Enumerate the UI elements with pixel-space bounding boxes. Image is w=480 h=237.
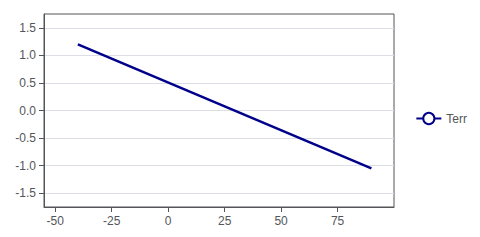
svg-text:1.0: 1.0 <box>19 48 36 62</box>
svg-text:-50: -50 <box>47 214 65 228</box>
svg-text:1.5: 1.5 <box>19 21 36 35</box>
svg-text:Terr: Terr <box>446 112 467 126</box>
svg-text:0: 0 <box>165 214 172 228</box>
svg-text:0.0: 0.0 <box>19 104 36 118</box>
svg-text:50: 50 <box>274 214 288 228</box>
svg-text:0.5: 0.5 <box>19 76 36 90</box>
svg-text:-25: -25 <box>103 214 121 228</box>
svg-text:-1.0: -1.0 <box>15 159 36 173</box>
svg-text:-1.5: -1.5 <box>15 186 36 200</box>
svg-text:-0.5: -0.5 <box>15 131 36 145</box>
svg-text:75: 75 <box>331 214 345 228</box>
svg-text:25: 25 <box>218 214 232 228</box>
